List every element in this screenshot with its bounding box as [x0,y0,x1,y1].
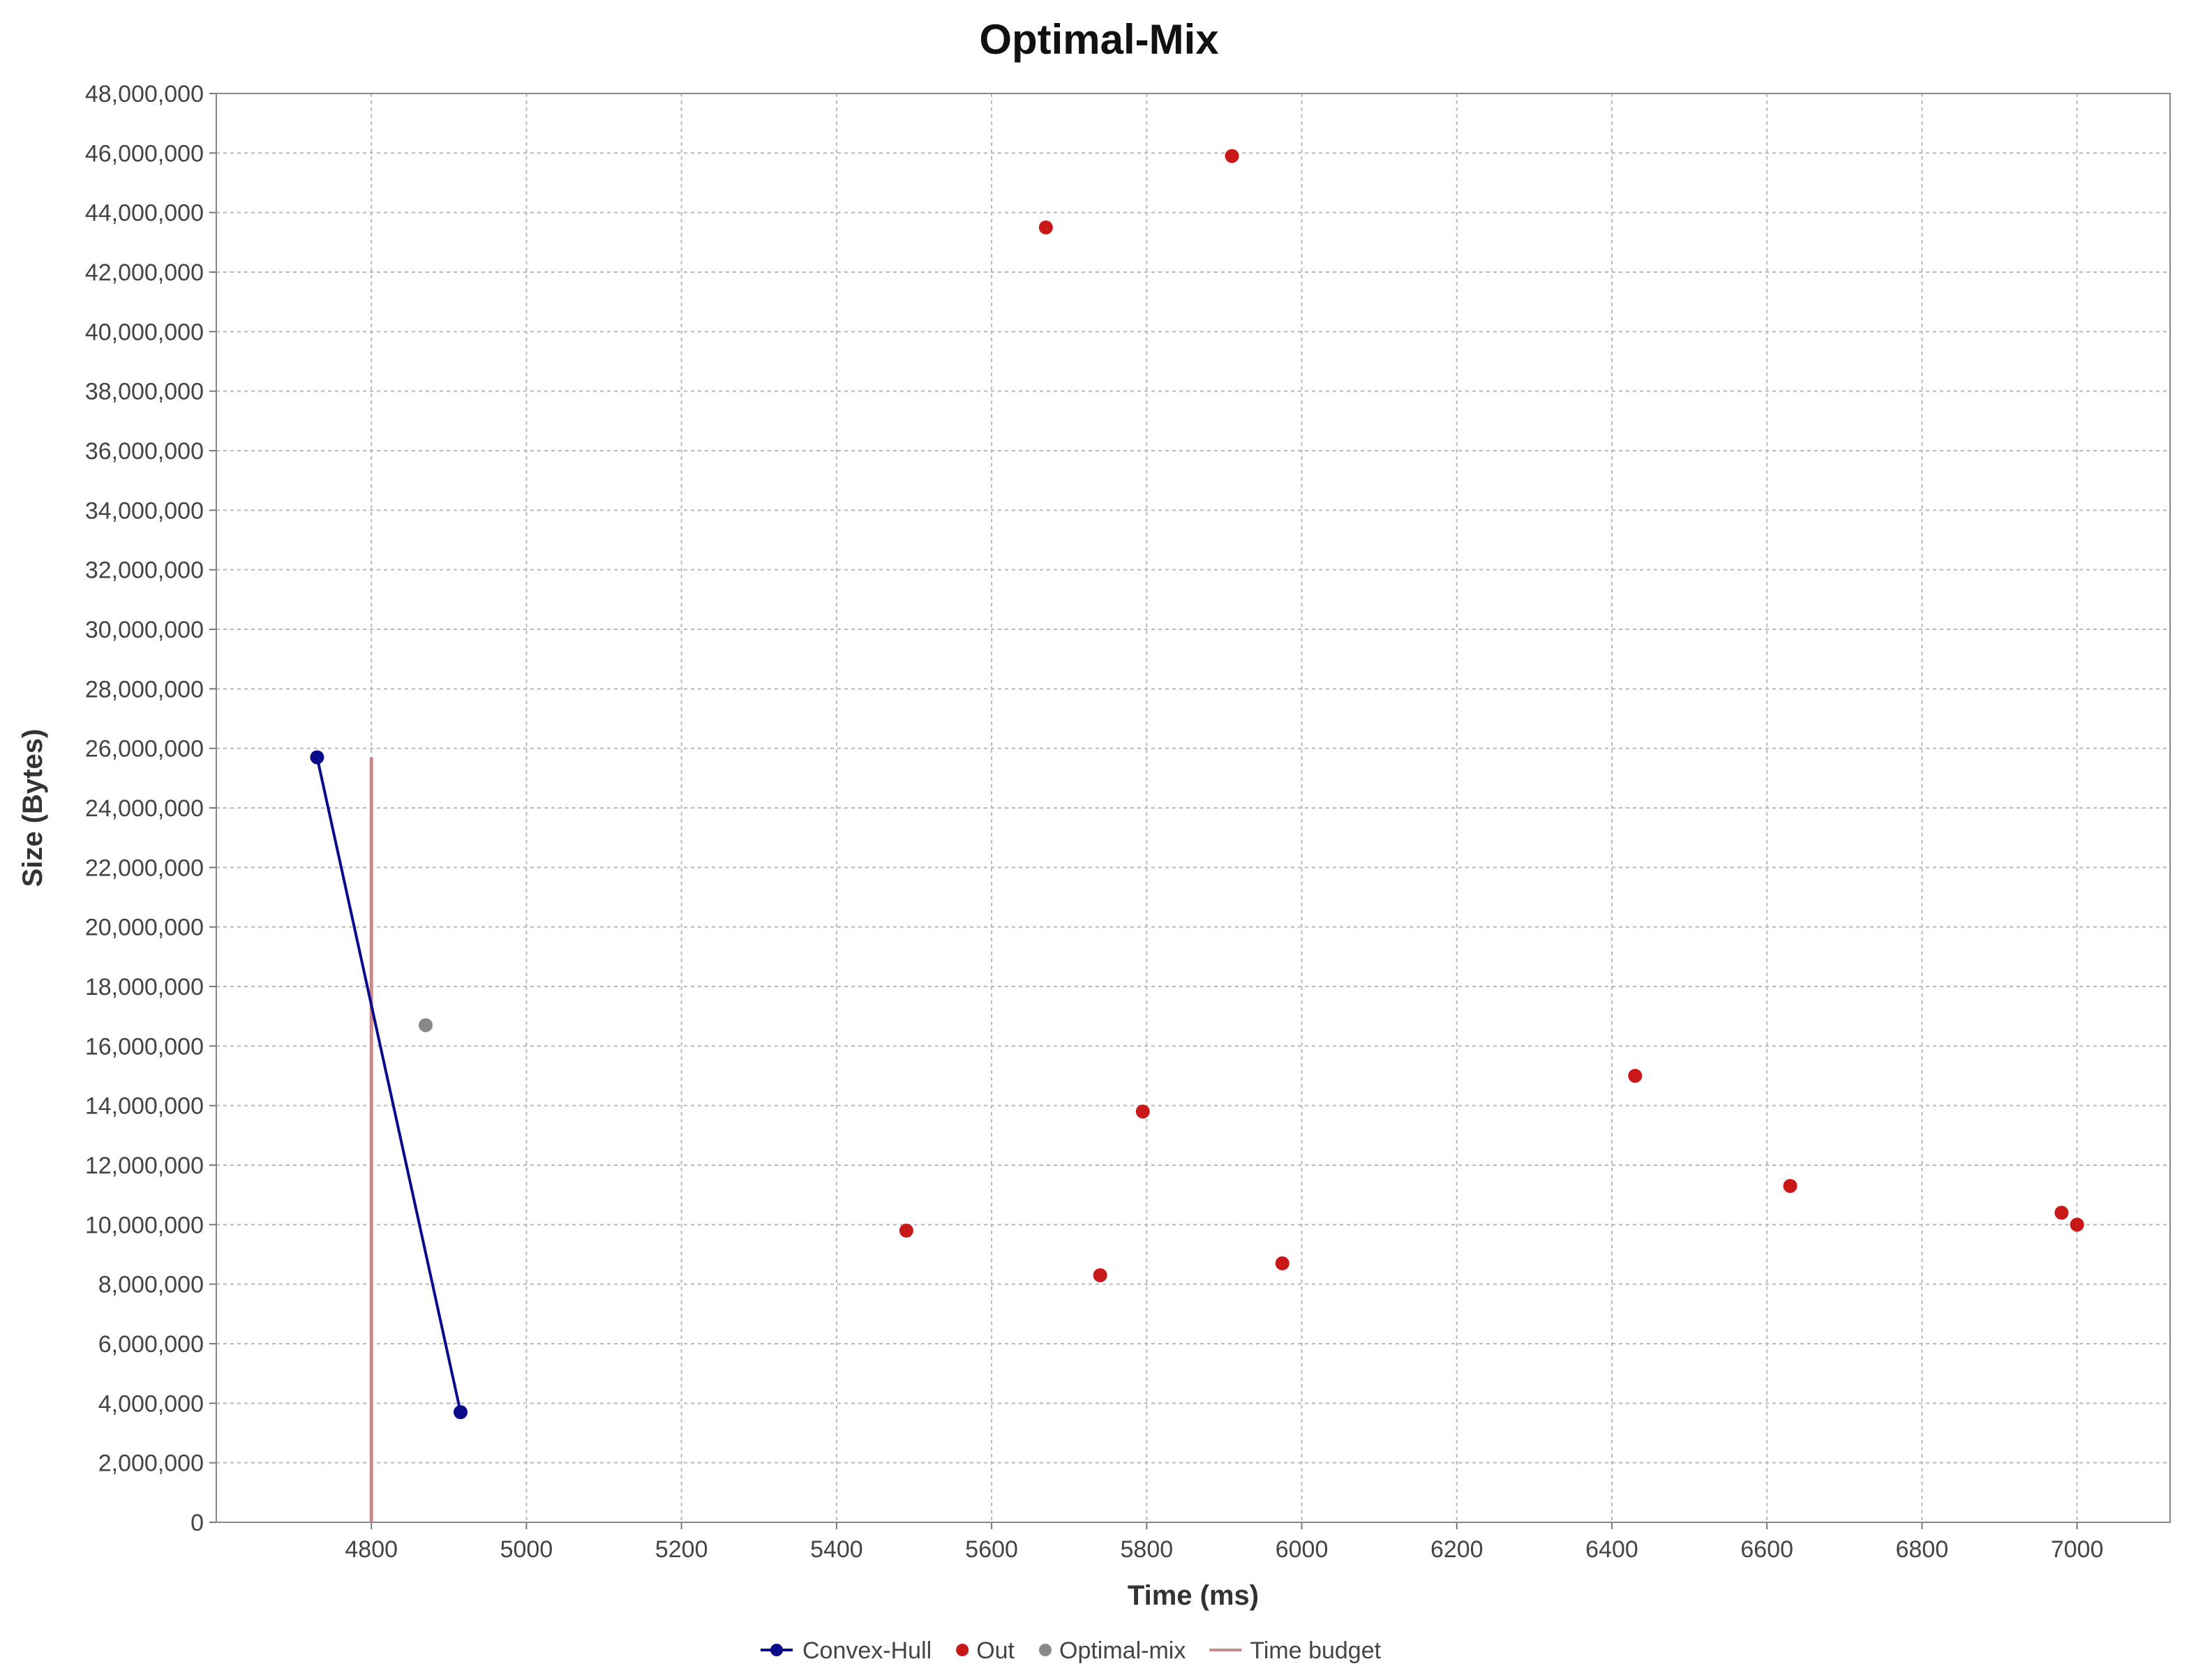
y-tick-label: 44,000,000 [85,200,204,227]
legend-swatch-marker [1039,1644,1052,1656]
legend-item-convex-hull: Convex-Hull [761,1637,932,1664]
y-tick-label: 18,000,000 [85,974,204,1000]
plot-area [216,93,2171,1523]
x-tick-label: 5600 [965,1536,1018,1563]
out-point [2070,1217,2084,1232]
y-tick-label: 20,000,000 [85,915,204,941]
y-tick-label: 14,000,000 [85,1093,204,1120]
out-point [1275,1256,1289,1270]
y-tick-label: 32,000,000 [85,557,204,584]
out-point [1093,1268,1107,1282]
out-point [1135,1104,1150,1119]
x-tick-label: 6000 [1276,1536,1329,1563]
convex-hull-point [310,750,324,765]
y-tick-label: 22,000,000 [85,855,204,881]
x-axis-title: Time (ms) [1128,1580,1259,1611]
y-tick-label: 36,000,000 [85,438,204,465]
y-tick-label: 0 [190,1510,204,1536]
y-tick-label: 30,000,000 [85,617,204,643]
legend-swatch-marker [770,1644,783,1656]
x-tick-label: 4800 [345,1536,398,1563]
y-tick-label: 12,000,000 [85,1153,204,1179]
x-tick-label: 5000 [500,1536,553,1563]
y-tick-label: 6,000,000 [98,1331,204,1358]
grid-lines [216,93,2170,1523]
y-tick-label: 4,000,000 [98,1390,204,1417]
convex-hull-line [315,757,462,1413]
y-tick-label: 34,000,000 [85,497,204,524]
y-tick-label: 8,000,000 [98,1272,204,1298]
y-tick-label: 40,000,000 [85,319,204,345]
y-tick-label: 24,000,000 [85,795,204,822]
y-tick-label: 26,000,000 [85,736,204,763]
y-tick-label: 28,000,000 [85,676,204,703]
legend-item-time-budget: Time budget [1209,1637,1382,1664]
x-tick-label: 6600 [1740,1536,1793,1563]
y-axis-title: Size (Bytes) [17,729,48,887]
legend-label-out: Out [976,1637,1015,1664]
legend-item-out: Out [956,1637,1015,1664]
legend-item-optimal-mix: Optimal-mix [1039,1637,1186,1664]
x-tick-label: 5400 [810,1536,863,1563]
out-point [1225,149,1239,163]
convex-hull-point [454,1405,468,1420]
out-point [899,1223,913,1238]
y-tick-label: 16,000,000 [85,1033,204,1060]
out-point [2054,1206,2069,1220]
x-tick-label: 6400 [1585,1536,1638,1563]
y-tick-label: 2,000,000 [98,1450,204,1477]
y-tick-label: 10,000,000 [85,1212,204,1238]
chart-title: Optimal-Mix [979,16,1219,63]
x-tick-label: 5800 [1121,1536,1174,1563]
out-point [1783,1178,1797,1193]
x-tick-label: 6800 [1896,1536,1949,1563]
out-point [1038,220,1053,234]
optimal-mix-point [419,1018,433,1033]
y-tick-label: 48,000,000 [85,81,204,107]
legend: Convex-Hull Out Optimal-mix Time budget [761,1637,1382,1664]
out-point [1628,1069,1643,1083]
axis-ticks: 0 2,000,000 4,000,000 6,000,000 8,000,000 10,… [85,81,2104,1563]
x-tick-label: 5200 [655,1536,708,1563]
legend-label-time-budget: Time budget [1250,1637,1381,1664]
y-tick-label: 46,000,000 [85,140,204,167]
series-layer [310,149,2084,1522]
legend-label-optimal-mix: Optimal-mix [1059,1637,1186,1664]
y-tick-label: 38,000,000 [85,379,204,405]
y-tick-label: 42,000,000 [85,260,204,286]
x-tick-label: 7000 [2051,1536,2104,1563]
x-tick-label: 6200 [1430,1536,1483,1563]
legend-swatch-marker [956,1644,969,1656]
legend-label-convex-hull: Convex-Hull [802,1637,932,1664]
